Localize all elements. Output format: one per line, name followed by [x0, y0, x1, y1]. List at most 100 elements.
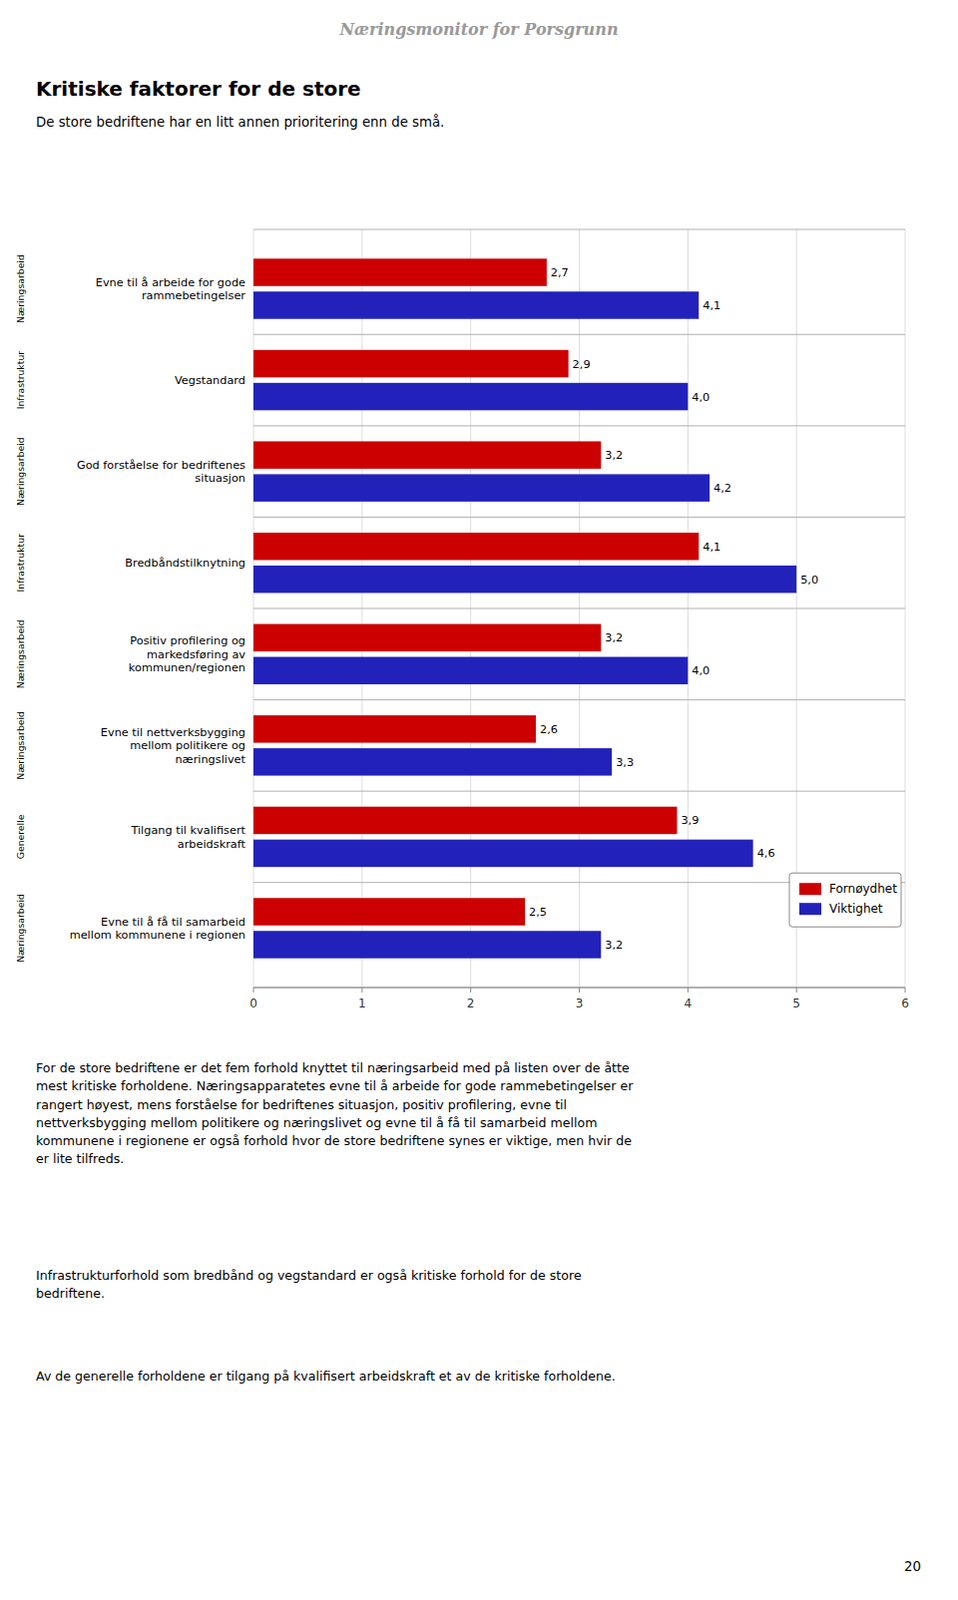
group-label: Næringsarbeid — [15, 894, 27, 963]
category-label-line: kommunen/regionen — [128, 661, 246, 675]
category-label-line: mellom kommunene i regionen — [69, 929, 246, 943]
data-label: 3,3 — [615, 756, 634, 770]
bar — [253, 931, 601, 958]
tick-label: 6 — [901, 996, 910, 1011]
separator — [253, 516, 906, 518]
bar — [253, 657, 688, 685]
bar — [253, 474, 710, 501]
category-label-line: Tilgang til kvalifisert — [129, 824, 246, 838]
data-label: 2,5 — [528, 906, 547, 920]
legend-label: Viktighet — [829, 902, 884, 917]
group-label: Infrastruktur — [15, 351, 27, 411]
bars — [253, 258, 797, 958]
category-label-line: Vegstandard — [174, 374, 246, 388]
category-label: Evne til å få til samarbeidmellom kommun… — [69, 916, 246, 944]
legend-swatch — [799, 903, 822, 916]
separator — [253, 334, 906, 336]
category-label-line: Evne til å arbeide for gode — [95, 276, 246, 290]
data-label: 2,7 — [550, 266, 569, 280]
category-label: Vegstandard — [174, 374, 246, 388]
category-label: God forståelse for bedriftenessituasjon — [76, 459, 246, 486]
category-label-line: arbeidskraft — [177, 838, 247, 852]
category-label-line: Evne til å få til samarbeid — [100, 916, 246, 930]
group-label: Generelle — [15, 814, 27, 860]
group-label: Næringsarbeid — [15, 619, 27, 689]
category-label-line: rammebetingelser — [141, 289, 246, 303]
category-label: Positiv profilering ogmarkedsføring avko… — [128, 634, 246, 675]
tick-mark — [361, 987, 363, 993]
tick-mark — [796, 987, 798, 993]
category-label-line: situasjon — [194, 472, 246, 485]
data-label: 2,9 — [572, 358, 591, 372]
category-label-line: Bredbåndstilknytning — [124, 556, 246, 570]
tick-mark — [687, 987, 689, 993]
bar — [253, 898, 525, 926]
chart: 0 1 2 3 4 5 6 2,7 2,9 3,2 4,1 3,2 2,6 3,9 2,5 4,1 4,0 4,2… — [0, 199, 958, 1028]
page-title: Næringsmonitor for Porsgrunn — [0, 19, 958, 39]
bar — [253, 748, 612, 776]
separator — [253, 229, 906, 231]
chart-subtitle: De store bedriftene har en litt annen pr… — [35, 114, 445, 130]
separator — [253, 425, 906, 427]
tick-label: 2 — [467, 996, 476, 1011]
bar — [253, 441, 601, 469]
category-label-line: næringslivet — [174, 753, 246, 767]
chart-title: Kritiske faktorer for de store — [35, 76, 362, 101]
data-label: 3,2 — [604, 939, 623, 953]
category-label: Evne til å arbeide for goderammebetingel… — [95, 276, 247, 304]
tick-label: 5 — [792, 996, 801, 1011]
bar — [253, 715, 536, 743]
data-label: 4,2 — [713, 481, 732, 495]
body-text: For de store bedriftene er det fem forho… — [35, 1059, 633, 1170]
category-label-line: Evne til nettverksbygging — [100, 726, 246, 740]
tick-mark — [905, 987, 907, 993]
legend-label: Fornøydhet — [829, 882, 898, 897]
bar — [253, 565, 797, 593]
body-text: Infrastrukturforhold som bredbånd og veg… — [35, 1267, 582, 1305]
bar — [253, 258, 547, 286]
page-number: 20 — [904, 1559, 922, 1575]
bar — [253, 807, 677, 835]
group-label: Næringsarbeid — [15, 711, 27, 781]
body-text: Av de generelle forholdene er tilgang på… — [35, 1368, 616, 1387]
category-label-line: Positiv profilering og — [129, 634, 246, 648]
data-label: 3,9 — [680, 814, 699, 828]
tick-label: 1 — [358, 996, 367, 1011]
category-label-line: God forståelse for bedriftenes — [76, 459, 246, 473]
bar — [253, 291, 699, 319]
data-label: 3,2 — [604, 631, 623, 645]
bar — [253, 840, 754, 868]
data-label: 4,1 — [702, 540, 721, 554]
bar — [253, 532, 699, 560]
category-label-line: markedsføring av — [146, 648, 246, 662]
data-label: 2,6 — [539, 723, 558, 737]
tick-mark — [470, 987, 472, 993]
tick-label: 4 — [684, 996, 693, 1011]
separator — [253, 699, 906, 701]
tick-label: 0 — [249, 996, 258, 1011]
legend: Fornøydhet Viktighet — [789, 873, 902, 928]
tick-label: 3 — [575, 996, 584, 1011]
separator — [253, 791, 906, 793]
data-label: 4,0 — [691, 391, 710, 405]
tick-mark — [578, 987, 580, 993]
group-label: Næringsarbeid — [15, 254, 27, 324]
category-label: Bredbåndstilknytning — [124, 556, 246, 570]
legend-swatch — [799, 883, 822, 896]
data-label: 4,6 — [757, 847, 776, 861]
tick-mark — [253, 987, 255, 993]
group-label: Infrastruktur — [15, 533, 27, 593]
data-label: 5,0 — [800, 573, 819, 587]
data-label: 4,1 — [702, 299, 721, 313]
group-label: Næringsarbeid — [15, 437, 27, 506]
data-label: 3,2 — [604, 449, 623, 463]
separator — [253, 608, 906, 610]
legend-frame — [789, 873, 902, 928]
category-label-line: mellom politikere og — [129, 739, 246, 753]
bar — [253, 624, 601, 652]
category-label: Tilgang til kvalifisertarbeidskraft — [129, 824, 246, 852]
data-label: 4,0 — [691, 664, 710, 678]
bar — [253, 383, 688, 411]
bar — [253, 350, 569, 378]
category-label: Evne til nettverksbyggingmellom politike… — [100, 726, 247, 767]
